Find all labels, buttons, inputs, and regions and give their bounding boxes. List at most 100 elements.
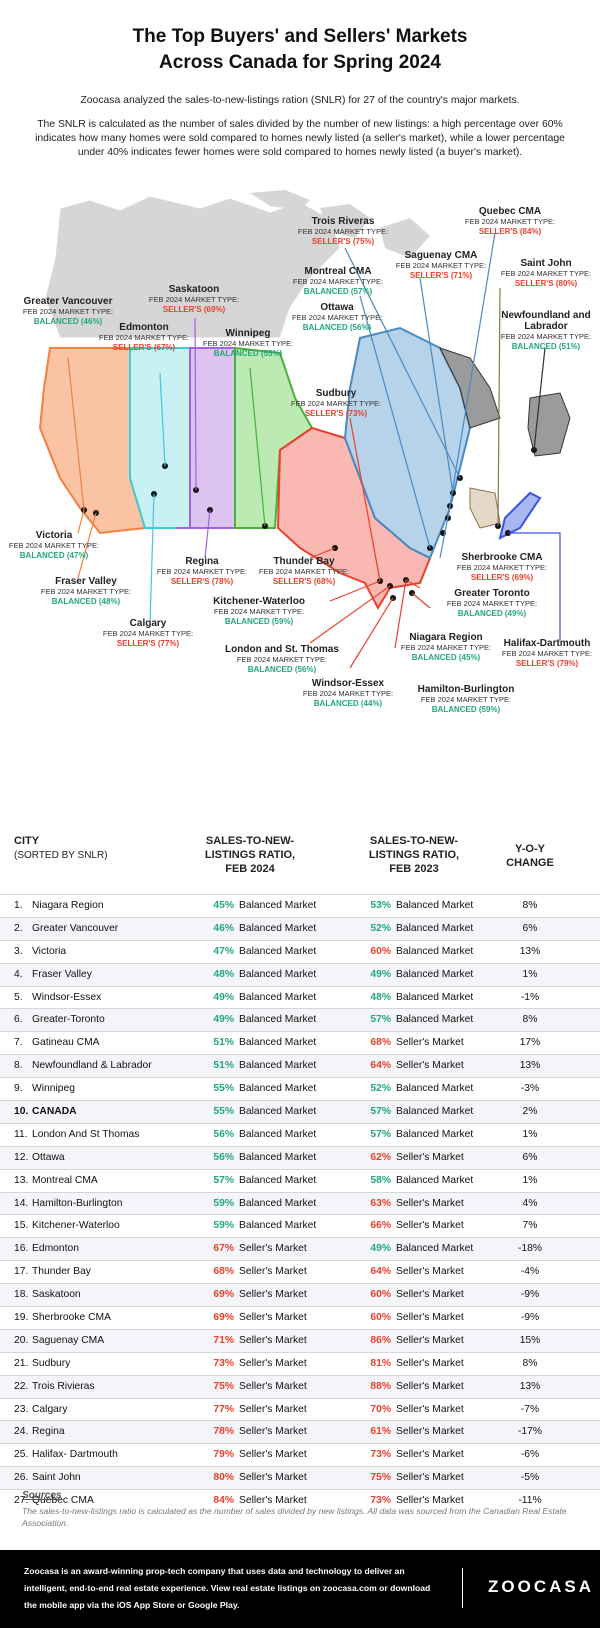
market-2023-cell: Balanced Market [396,922,474,934]
city-cell: Kitchener-Waterloo [32,1220,120,1232]
city-cell: CANADA [32,1106,77,1118]
intro-summary: Zoocasa analyzed the sales-to-new-listin… [80,95,520,106]
map-label-kitchener-waterloo: Kitchener-Waterloo FEB 2024 MARKET TYPE:… [213,596,305,626]
footer-text: Zoocasa is an award-winning prop-tech co… [24,1566,431,1610]
header-city: CITY (SORTED BY SNLR) [14,835,108,861]
saskatchewan-shape [176,347,236,529]
rank-cell: 22. [14,1380,29,1392]
market-2024-cell: Balanced Market [239,1197,317,1209]
table-row: 14. Hamilton-Burlington 59% Balanced Market… [0,1191,600,1215]
table-row: 8. Newfoundland & Labrador 51% Balanced Mar… [0,1054,600,1078]
yoy-change-cell: 13% [519,945,541,957]
city-cell: London And St Thomas [32,1128,140,1140]
ratio-2024-cell: 49% [213,1014,234,1026]
city-cell: Sherbrooke CMA [32,1312,111,1324]
rank-cell: 18. [14,1289,29,1301]
ratio-2024-cell: 69% [213,1289,234,1301]
rank-cell: 19. [14,1312,29,1324]
ratio-2023-cell: 64% [370,1060,391,1072]
snlr-table: CITY (SORTED BY SNLR) SALES-TO-NEW- LIST… [0,808,600,1512]
market-2024-cell: Seller's Market [239,1495,307,1507]
ratio-2023-cell: 52% [370,1083,391,1095]
table-row: 26. Saint John 80% Seller's Market 75% Seller… [0,1466,600,1490]
ratio-2024-cell: 56% [213,1151,234,1163]
city-cell: Fraser Valley [32,968,92,980]
market-2023-cell: Seller's Market [396,1495,464,1507]
city-cell: Winnipeg [32,1083,75,1095]
rank-cell: 15. [14,1220,29,1232]
table-row: 17. Thunder Bay 68% Seller's Market 64% Selle… [0,1260,600,1283]
ratio-2023-cell: 57% [370,1014,391,1026]
market-2024-cell: Seller's Market [239,1357,307,1369]
ratio-2023-cell: 63% [370,1197,391,1209]
market-2023-cell: Seller's Market [396,1060,464,1072]
yoy-change-cell: -4% [520,1266,540,1278]
city-cell: Sudbury [32,1357,71,1369]
city-cell: Saint John [32,1472,81,1484]
market-2023-cell: Seller's Market [396,1197,464,1209]
city-cell: Montreal CMA [32,1174,98,1186]
market-2024-cell: Balanced Market [239,900,317,911]
ratio-2024-cell: 57% [213,1174,234,1186]
table-row: 11. London And St Thomas 56% Balanced Marke… [0,1122,600,1146]
table-row: 25. Halifax- Dartmouth 79% Seller's Market 7… [0,1443,600,1466]
market-2024-cell: Seller's Market [239,1449,307,1461]
rank-cell: 14. [14,1197,29,1209]
map-label-edmonton: Edmonton FEB 2024 MARKET TYPE: SELLER'S … [98,322,190,352]
ratio-2023-cell: 73% [370,1495,391,1507]
ratio-2023-cell: 75% [370,1472,391,1484]
city-cell: Greater Vancouver [32,922,119,934]
ratio-2023-cell: 58% [370,1174,391,1186]
market-2023-cell: Seller's Market [396,1151,464,1163]
map-label-quebec-cma: Quebec CMA FEB 2024 MARKET TYPE: SELLER'… [464,206,556,236]
zoocasa-logo: ZOOCASA [488,1577,594,1596]
ratio-2024-cell: 48% [213,968,234,980]
city-cell: Calgary [32,1403,68,1415]
ratio-2023-cell: 88% [370,1380,391,1392]
city-cell: Edmonton [32,1243,79,1255]
map-label-winnipeg: Winnipeg FEB 2024 MARKET TYPE: BALANCED … [202,328,294,358]
city-cell: Gatineau CMA [32,1037,100,1049]
city-cell: Windsor-Essex [32,991,102,1003]
leader-lines [67,232,561,669]
yoy-change-cell: 13% [519,1380,541,1392]
ratio-2023-cell: 52% [370,922,391,934]
sources-heading: Sources [22,1490,62,1501]
ratio-2023-cell: 48% [370,991,391,1003]
ratio-2023-cell: 49% [370,968,391,980]
market-2023-cell: Balanced Market [396,945,474,957]
city-cell: Halifax- Dartmouth [32,1449,118,1461]
rank-cell: 27. [14,1495,29,1507]
yoy-change-cell: -9% [520,1312,540,1324]
map-label-greater-vancouver: Greater Vancouver FEB 2024 MARKET TYPE: … [22,296,114,326]
market-2024-cell: Balanced Market [239,991,317,1003]
ratio-2023-cell: 81% [370,1357,391,1369]
city-cell: Hamilton-Burlington [32,1197,123,1209]
yoy-change-cell: 1% [522,1174,538,1186]
market-2023-cell: Seller's Market [396,1037,464,1049]
market-2024-cell: Balanced Market [239,922,317,934]
ratio-2023-cell: 66% [370,1220,391,1232]
ratio-2024-cell: 73% [213,1357,234,1369]
rank-cell: 11. [14,1128,28,1140]
map-label-sudbury: Sudbury FEB 2024 MARKET TYPE: SELLER'S (… [290,388,382,418]
ratio-2024-cell: 56% [213,1128,234,1140]
map-label-regina: Regina FEB 2024 MARKET TYPE: SELLER'S (7… [156,556,248,586]
table-row: 20. Saguenay CMA 71% Seller's Market 86% Sell… [0,1328,600,1352]
ratio-2024-cell: 59% [213,1220,234,1232]
map-label-newfoundland: Newfoundland and Labrador FEB 2024 MARKE… [500,310,592,351]
yoy-change-cell: 17% [519,1037,541,1049]
yoy-change-cell: -7% [520,1403,540,1415]
table-row: 9. Winnipeg 55% Balanced Market 52% Balanced … [0,1077,600,1100]
ratio-2024-cell: 55% [213,1106,234,1118]
yoy-change-cell: 6% [522,1151,538,1163]
rank-cell: 21. [14,1357,29,1369]
rank-cell: 5. [14,991,23,1003]
market-2023-cell: Seller's Market [396,1312,464,1324]
map-label-halifax-dartmouth: Halifax-Dartmouth FEB 2024 MARKET TYPE: … [501,638,593,668]
market-2023-cell: Seller's Market [396,1334,464,1346]
rank-cell: 23. [14,1403,29,1415]
market-2023-cell: Seller's Market [396,1472,464,1484]
map-label-sherbrooke-cma: Sherbrooke CMA FEB 2024 MARKET TYPE: SEL… [456,552,548,582]
map-label-fraser-valley: Fraser Valley FEB 2024 MARKET TYPE: BALA… [40,576,132,606]
